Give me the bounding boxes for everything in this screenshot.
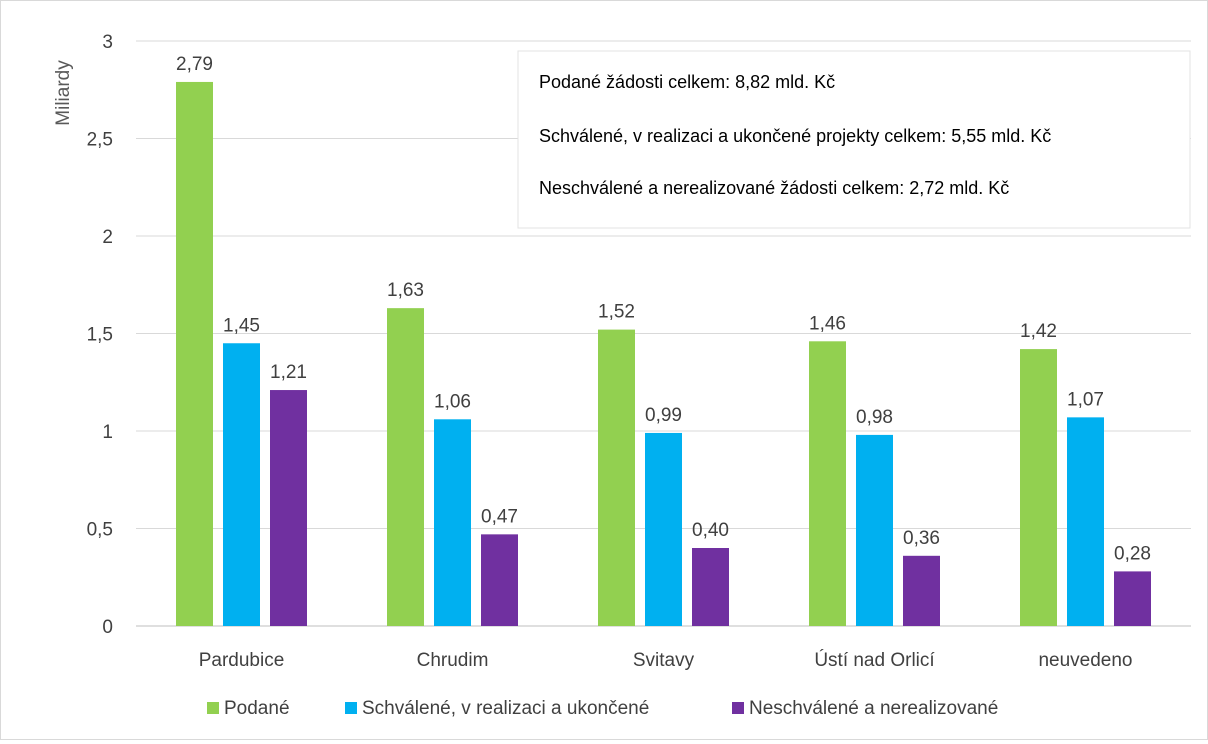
- data-label: 1,42: [1020, 321, 1057, 342]
- data-label: 1,45: [223, 315, 260, 336]
- data-label: 0,40: [692, 520, 729, 541]
- legend-swatch-schvalene: [345, 702, 357, 714]
- x-category-label: Pardubice: [199, 650, 285, 671]
- x-category-label: neuvedeno: [1038, 650, 1132, 671]
- data-label: 0,98: [856, 407, 893, 428]
- data-label: 1,21: [270, 362, 307, 383]
- annotation-box-frame: [517, 50, 1191, 229]
- x-category-label: Chrudim: [417, 650, 489, 671]
- data-label: 0,99: [645, 405, 682, 426]
- x-category-label: Svitavy: [633, 650, 695, 671]
- data-label: 1,52: [598, 302, 635, 323]
- legend-label-neschvalene: Neschválené a nerealizované: [749, 698, 998, 719]
- bar: [903, 555, 940, 626]
- data-label: 2,79: [176, 54, 213, 75]
- annotation-box: Podané žádosti celkem: 8,82 mld. Kč Schv…: [517, 50, 1191, 229]
- y-axis-ticks: 0 0,5 1 1,5 2 2,5 3: [87, 32, 113, 638]
- bars: 2,79 1,45 1,21 1,63 1,06 0,47 1,52 0,99 0,40 1,46…: [176, 54, 1151, 626]
- bar: [598, 329, 635, 626]
- y-tick-label: 1,5: [87, 325, 113, 346]
- bar: [645, 432, 682, 626]
- legend-swatch-podane: [207, 702, 219, 714]
- y-tick-label: 2: [102, 227, 113, 248]
- data-label: 1,46: [809, 313, 846, 334]
- x-axis-categories: Pardubice Chrudim Svitavy Ústí nad Orlicí ne…: [199, 649, 1133, 671]
- legend-label-podane: Podané: [224, 698, 290, 719]
- data-label: 1,63: [387, 280, 424, 301]
- bar: [1020, 349, 1057, 626]
- bar: [1067, 417, 1104, 626]
- annotation-total-submitted: Podané žádosti celkem: 8,82 mld. Kč: [539, 72, 835, 92]
- y-axis-title: Miliardy: [53, 60, 74, 126]
- data-label: 0,28: [1114, 543, 1151, 564]
- bar: [176, 81, 213, 626]
- legend-label-schvalene: Schválené, v realizaci a ukončené: [362, 698, 649, 719]
- data-label: 1,06: [434, 391, 471, 412]
- bar: [223, 343, 260, 626]
- y-tick-label: 2,5: [87, 130, 113, 151]
- bar: [387, 308, 424, 626]
- bar: [1114, 571, 1151, 626]
- data-label: 1,07: [1067, 389, 1104, 410]
- data-label: 0,36: [903, 528, 940, 549]
- y-tick-label: 1: [102, 422, 113, 443]
- bar: [856, 434, 893, 626]
- data-label: 0,47: [481, 506, 518, 527]
- bar: [809, 341, 846, 626]
- bar: [270, 390, 307, 626]
- bar: [692, 548, 729, 626]
- y-tick-label: 3: [102, 32, 113, 53]
- annotation-total-approved: Schválené, v realizaci a ukončené projek…: [539, 126, 1051, 146]
- y-tick-label: 0,5: [87, 520, 113, 541]
- y-tick-label: 0: [102, 617, 113, 638]
- legend-swatch-neschvalene: [732, 702, 744, 714]
- annotation-total-rejected: Neschválené a nerealizované žádosti celk…: [539, 178, 1009, 198]
- x-category-label: Ústí nad Orlicí: [814, 649, 935, 671]
- legend: Podané Schválené, v realizaci a ukončené…: [207, 698, 998, 719]
- bar: [481, 534, 518, 626]
- bar: [434, 419, 471, 626]
